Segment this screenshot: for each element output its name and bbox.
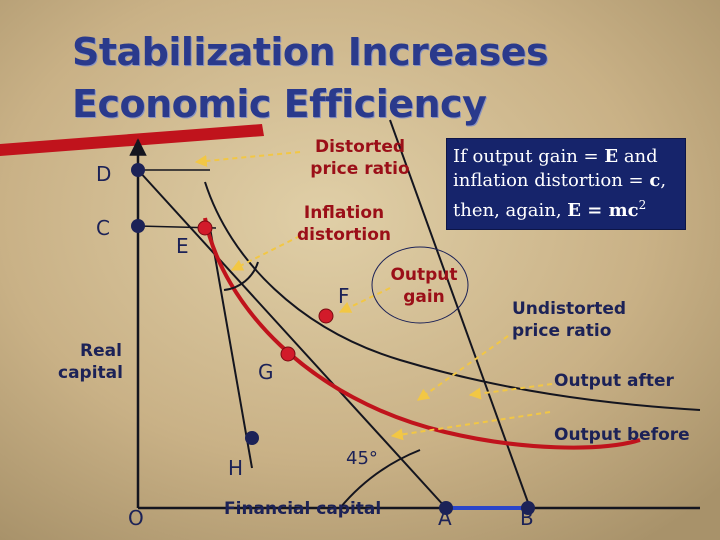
angle-label: 45° (346, 448, 378, 469)
inflation-line2: distortion (296, 225, 392, 245)
equation-note-box: If output gain = E and inflation distort… (446, 138, 686, 230)
y-axis-label-line1: Real (80, 341, 122, 361)
output-after-label: Output after (554, 371, 674, 391)
point-H-dot (245, 431, 259, 445)
distorted-line2: price ratio (310, 159, 410, 179)
arrow-undistorted (417, 335, 509, 401)
distorted-price-ratio-label: Distorted price ratio (306, 136, 414, 180)
note-c: c (649, 170, 661, 191)
point-B-label: B (520, 506, 534, 530)
y-axis-label-line2: capital (58, 363, 123, 383)
angle-arc (339, 449, 421, 509)
point-H-label: H (228, 456, 244, 480)
arrow-output-gain (338, 287, 391, 313)
output-before-label: Output before (554, 425, 690, 445)
inflation-distortion-wedge (223, 261, 259, 291)
point-C-label: C (96, 216, 110, 240)
undistorted-price-ratio-label: Undistorted price ratio (512, 298, 626, 342)
output-before-curve (203, 217, 641, 450)
distorted-price-line (137, 169, 447, 509)
inflation-line1: Inflation (303, 203, 385, 223)
point-F-dot (318, 308, 334, 324)
undistorted-line1: Undistorted (512, 299, 627, 319)
output-after-curve (204, 181, 701, 411)
output-gain-line2: gain (403, 287, 445, 307)
arrow-inflation (230, 235, 301, 271)
note-E: E (604, 146, 619, 167)
note-text-2: and inflation distortion = (453, 146, 658, 191)
point-E-label: E (176, 234, 189, 258)
point-D-label: D (96, 162, 112, 186)
point-D-dot (131, 163, 145, 177)
inflation-distortion-label: Inflation distortion (290, 202, 398, 246)
point-A-dot (439, 501, 453, 515)
note-superscript: 2 (638, 198, 647, 212)
output-gain-line1: Output (390, 265, 458, 285)
line-E-to-H (209, 227, 253, 469)
undistorted-line2: price ratio (512, 321, 612, 341)
note-text-3: , then, again, (453, 170, 667, 221)
note-text-1: If output gain = (453, 146, 605, 167)
output-gain-ellipse (371, 246, 469, 324)
point-G-dot (280, 346, 296, 362)
point-B-dot (521, 501, 535, 515)
note-emc: E = mc (567, 200, 639, 221)
x-axis-label: Financial capital (224, 499, 382, 519)
slide-title-line1: Stabilization Increases (72, 30, 549, 74)
point-G-label: G (258, 360, 274, 384)
distorted-line1: Distorted (314, 137, 406, 157)
point-C-dot (131, 219, 145, 233)
point-E-dot (197, 220, 213, 236)
point-F-label: F (338, 284, 350, 308)
slide-title-line2: Economic Efficiency (72, 82, 487, 126)
output-gain-label: Output gain (384, 264, 464, 308)
point-O-label: O (128, 506, 144, 530)
point-A-label: A (438, 506, 452, 530)
arrow-output-after (468, 383, 553, 400)
